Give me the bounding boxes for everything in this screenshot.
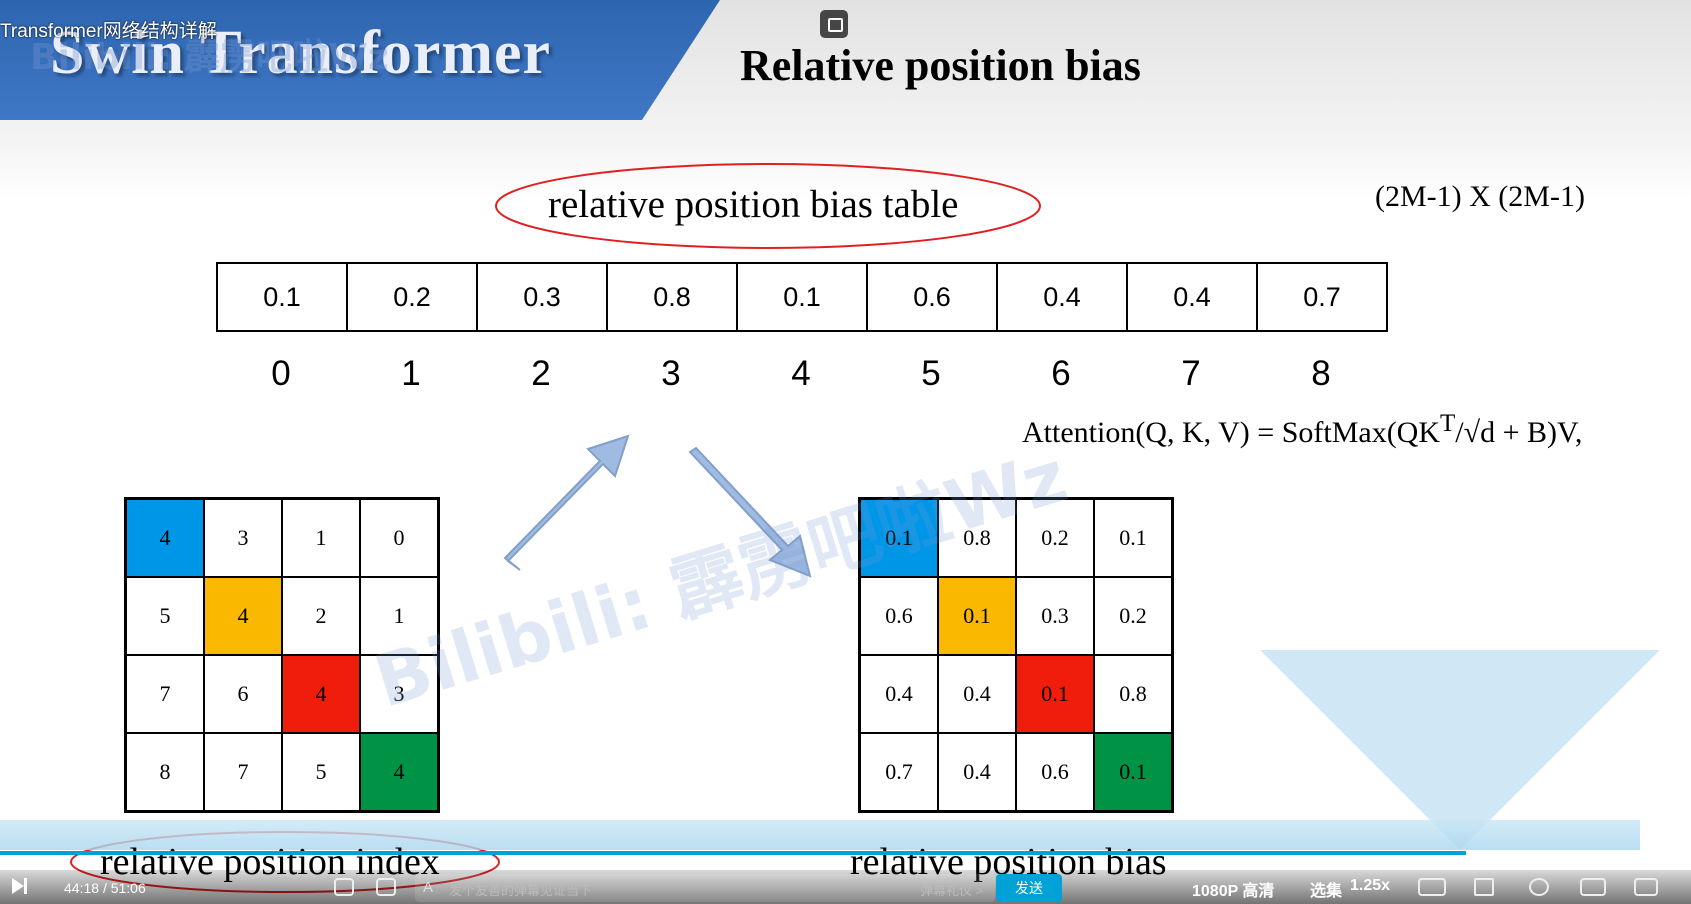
settings-icon[interactable] — [1529, 878, 1549, 896]
current-time: 44:18 — [64, 880, 100, 896]
arrow-up-right — [503, 434, 630, 571]
volume-icon[interactable] — [1474, 878, 1494, 896]
bias-table-index: 2 — [531, 354, 551, 393]
title-banner — [0, 0, 720, 120]
bias-table-cell: 0.6 — [868, 264, 998, 330]
grid-cell: 1 — [282, 499, 360, 577]
play-icon[interactable] — [12, 878, 27, 894]
bias-table-indices: 0 1 2 3 4 5 6 7 8 — [216, 354, 1386, 394]
formula-sup: T — [1440, 410, 1456, 437]
banner-title: Swin Transformer — [50, 19, 552, 87]
relative-position-bias-grid: 0.1 0.8 0.2 0.1 0.6 0.1 0.3 0.2 0.4 0.4 0.1 0.8 0.7 0… — [858, 497, 1174, 813]
widescreen-icon[interactable] — [1634, 878, 1658, 896]
slide-heading: Relative position bias — [740, 41, 1141, 90]
grid-cell: 7 — [126, 655, 204, 733]
grid-cell: 4 — [282, 655, 360, 733]
grid-cell: 0.6 — [1016, 733, 1094, 811]
bias-table-cell: 0.2 — [348, 264, 478, 330]
bias-table-index: 4 — [791, 354, 811, 393]
grid-cell: 0.2 — [1094, 577, 1172, 655]
bias-table-index: 7 — [1181, 354, 1201, 393]
grid-cell: 0.7 — [860, 733, 938, 811]
grid-cell: 2 — [282, 577, 360, 655]
duration: 51:06 — [110, 880, 146, 896]
grid-cell: 0.1 — [860, 499, 938, 577]
arrow-down-right — [688, 446, 812, 578]
grid-cell: 0.3 — [1016, 577, 1094, 655]
bias-table-index: 3 — [661, 354, 681, 393]
danmaku-etiquette-link[interactable]: 弹幕礼仪 > — [920, 883, 984, 898]
grid-cell: 4 — [126, 499, 204, 577]
bias-table-cell: 0.4 — [1128, 264, 1258, 330]
grid-cell: 0.4 — [938, 655, 1016, 733]
episodes-button[interactable]: 选集 — [1310, 883, 1343, 900]
grid-cell: 0.1 — [1094, 733, 1172, 811]
grid-cell: 0.2 — [1016, 499, 1094, 577]
bias-table-index: 6 — [1051, 354, 1071, 393]
bias-table-index: 5 — [921, 354, 941, 393]
decor-water — [0, 820, 1640, 850]
time-separator: / — [102, 880, 107, 896]
quality-button[interactable]: 1080P 高清 — [1192, 883, 1275, 900]
bias-table-cell: 0.3 — [478, 264, 608, 330]
bias-table-index: 0 — [271, 354, 291, 393]
grid-cell: 5 — [126, 577, 204, 655]
send-button[interactable]: 发送 — [996, 874, 1062, 902]
pip-icon[interactable] — [1580, 878, 1606, 896]
formula-lhs: Attention(Q, K, V) = — [1022, 416, 1282, 449]
grid-cell: 6 — [204, 655, 282, 733]
red-circle-table-title — [495, 163, 1041, 249]
danmaku-placeholder: 发个友善的弹幕见证当下 — [449, 883, 593, 898]
player-controls: 44:18 / 51:06 A 发个友善的弹幕见证当下 弹幕礼仪 > 发送 10… — [0, 870, 1691, 904]
progress-bar[interactable] — [0, 851, 1691, 855]
video-title: Transformer网络结构详解 — [0, 21, 217, 42]
formula-rhs: SoftMax(QK — [1281, 416, 1441, 449]
grid-cell: 0.1 — [1094, 499, 1172, 577]
bias-table-cell: 0.7 — [1303, 281, 1341, 312]
mini-player-icon[interactable] — [820, 10, 848, 38]
grid-cell: 0.1 — [938, 577, 1016, 655]
grid-cell: 0.4 — [938, 733, 1016, 811]
time-display: 44:18 / 51:06 — [64, 880, 146, 896]
progress-fill — [0, 851, 1467, 855]
grid-cell: 3 — [204, 499, 282, 577]
bias-table-cell: 0.4 — [998, 264, 1128, 330]
grid-cell: 7 — [204, 733, 282, 811]
bias-table: 0.1 0.2 0.3 0.8 0.1 0.6 0.4 0.4 0.7 — [216, 262, 1388, 332]
danmaku-input[interactable]: A 发个友善的弹幕见证当下 弹幕礼仪 > — [415, 874, 995, 902]
bias-table-index: 1 — [401, 354, 421, 393]
table-dimension: (2M-1) X (2M-1) — [1375, 180, 1585, 213]
grid-cell: 0 — [360, 499, 438, 577]
grid-cell: 5 — [282, 733, 360, 811]
danmaku-settings-icon[interactable] — [376, 878, 396, 896]
grid-cell: 0.8 — [1094, 655, 1172, 733]
grid-cell: 4 — [360, 733, 438, 811]
bias-table-index: 8 — [1311, 354, 1331, 393]
grid-cell: 4 — [204, 577, 282, 655]
decor-triangle — [1260, 650, 1660, 850]
danmaku-toggle-icon[interactable] — [334, 878, 354, 896]
grid-cell: 1 — [360, 577, 438, 655]
bias-table-cell: 0.8 — [608, 264, 738, 330]
grid-cell: 0.8 — [938, 499, 1016, 577]
danmaku-input-icon[interactable]: A — [423, 879, 434, 896]
speed-button[interactable]: 1.25x — [1350, 877, 1391, 894]
watermark-top: Bilibili: 霹雳吧啦Wz — [30, 37, 389, 78]
grid-cell: 8 — [126, 733, 204, 811]
grid-cell: 0.1 — [1016, 655, 1094, 733]
bias-table-title: relative position bias table — [548, 183, 959, 226]
bias-table-cell: 0.1 — [738, 264, 868, 330]
grid-cell: 0.6 — [860, 577, 938, 655]
subtitle-off-icon[interactable] — [1418, 878, 1446, 896]
bias-table-cell: 0.1 — [218, 264, 348, 330]
grid-cell: 0.4 — [860, 655, 938, 733]
attention-formula: Attention(Q, K, V) = SoftMax(QKT/√d + B)… — [1022, 410, 1582, 450]
formula-tail: /√d + B)V, — [1455, 416, 1583, 449]
grid-cell: 3 — [360, 655, 438, 733]
